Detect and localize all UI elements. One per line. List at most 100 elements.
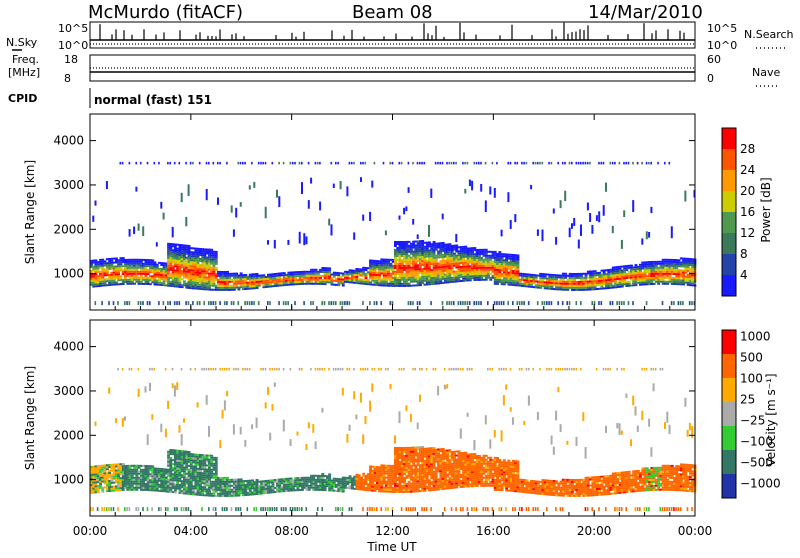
echo-cell (374, 270, 377, 272)
echo-cell (142, 507, 144, 511)
echo-cell (340, 301, 342, 305)
echo-cell (151, 259, 154, 261)
nave-label: Nave (752, 66, 780, 79)
echo-cell (378, 276, 381, 278)
echo-cell (562, 279, 565, 281)
echo-cell (485, 200, 487, 212)
echo-cell (117, 507, 119, 511)
echo-cell (610, 162, 612, 165)
echo-cell (249, 185, 251, 189)
echo-cell (140, 261, 143, 263)
echo-cell (340, 181, 342, 189)
echo-cell (324, 283, 327, 285)
echo-cell (238, 507, 240, 511)
echo-cell (487, 301, 489, 305)
echo-cell (560, 200, 562, 208)
echo-cell (215, 457, 218, 459)
echo-cell (421, 282, 424, 284)
echo-cell (530, 284, 533, 286)
echo-cell (673, 301, 675, 305)
echo-cell (362, 215, 364, 221)
echo-cell (269, 433, 271, 441)
echo-cell (328, 219, 330, 226)
echo-cell (135, 269, 138, 271)
echo-cell (306, 444, 308, 450)
echo-cell (371, 181, 373, 188)
echo-cell (562, 162, 564, 165)
echo-cell (439, 280, 442, 282)
echo-cell (292, 487, 295, 489)
echo-cell (644, 273, 647, 275)
echo-cell (331, 162, 333, 165)
nsearch-tick-high: 10^5 (707, 22, 737, 35)
echo-cell (244, 274, 247, 276)
echo-cell (612, 301, 614, 305)
echo-cell (498, 277, 501, 279)
echo-cell (587, 162, 589, 165)
echo-cell (174, 489, 177, 491)
echo-cell (253, 507, 255, 511)
echo-cell (646, 301, 648, 305)
echo-cell (451, 301, 453, 305)
echo-cell (274, 368, 276, 371)
station-title: McMurdo (fitACF) (88, 2, 243, 23)
echo-cell (104, 260, 107, 262)
echo-cell (160, 424, 162, 432)
echo-cell (163, 301, 165, 305)
echo-cell (557, 162, 559, 165)
echo-cell (185, 507, 187, 511)
echo-cell (147, 162, 149, 165)
echo-cell (621, 240, 623, 249)
echo-cell (167, 271, 170, 273)
echo-cell (462, 301, 464, 305)
echo-cell (623, 210, 625, 217)
echo-cell (101, 301, 103, 305)
colorbar-segment (722, 128, 736, 149)
echo-cell (235, 285, 238, 287)
nsky-tick-low: 10^0 (58, 39, 88, 52)
echo-cell (553, 209, 555, 214)
echo-cell (426, 248, 429, 250)
echo-cell (537, 229, 539, 235)
echo-cell (542, 301, 544, 305)
colorbar-tick-label: 16 (740, 205, 755, 219)
echo-cell (217, 162, 219, 165)
echo-cell (650, 281, 653, 283)
echo-cell (498, 271, 501, 273)
echo-cell (215, 257, 218, 259)
echo-cell (172, 481, 175, 483)
echo-cell (165, 507, 167, 511)
echo-cell (253, 301, 255, 305)
echo-cell (394, 245, 397, 247)
nsky-tick-high: 10^5 (58, 22, 88, 35)
echo-cell (505, 260, 508, 262)
echo-cell (337, 274, 340, 276)
echo-cell (417, 162, 419, 165)
echo-cell (453, 253, 456, 255)
echo-cell (299, 507, 301, 511)
cpid-label: CPID (8, 92, 37, 105)
echo-cell (682, 284, 685, 286)
echo-cell (194, 368, 196, 371)
echo-cell (476, 301, 478, 305)
echo-cell (290, 439, 292, 446)
echo-cell (657, 162, 659, 165)
echo-cell (276, 507, 278, 511)
colorbar-segment (722, 170, 736, 191)
echo-cell (253, 182, 255, 188)
echo-cell (201, 368, 203, 371)
echo-cell (238, 162, 240, 165)
echo-cell (458, 278, 461, 280)
echo-cell (635, 264, 638, 266)
echo-cell (408, 255, 411, 257)
echo-cell (192, 301, 194, 305)
echo-cell (637, 162, 639, 165)
echo-cell (301, 182, 303, 194)
echo-cell (160, 202, 162, 209)
echo-cell (464, 189, 466, 194)
echo-cell (555, 237, 557, 245)
echo-cell (542, 230, 544, 242)
echo-cell (598, 211, 600, 222)
echo-cell (603, 162, 605, 165)
